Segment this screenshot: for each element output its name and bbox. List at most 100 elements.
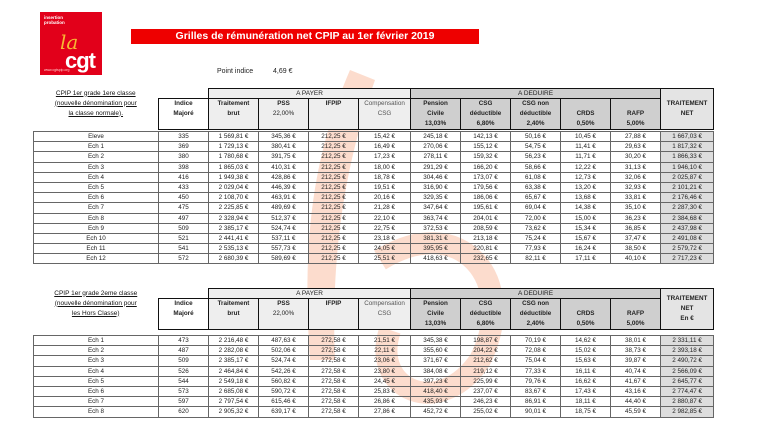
table-row: Ech 5 433 2 029,04 €446,39 €212,25 €19,51 … <box>33 181 715 194</box>
cell-pss: 524,74 € <box>258 355 309 367</box>
header-ifpip-line: IFPIP <box>325 100 342 107</box>
group-a-payer: A PAYER <box>207 88 412 99</box>
cell-comp: 23,06 € <box>357 355 412 367</box>
header-csgnd: CSG non déductible 2,40% <box>510 98 562 130</box>
header-indice-line: Indice <box>174 100 193 107</box>
cell-brut: 2 328,94 € <box>208 212 259 224</box>
cell-indice: 541 <box>158 243 209 255</box>
cell-indice: 380 <box>158 151 209 163</box>
header-net-line: TRAITEMENT <box>666 295 708 302</box>
cell-brut: 1 569,81 € <box>208 130 259 143</box>
header-pension-line: Civile <box>427 310 444 317</box>
row-label: Ech 7 <box>33 202 159 214</box>
cell-csg: 213,18 € <box>460 232 512 245</box>
cell-crds: 17,43 € <box>560 385 612 398</box>
cell-net: 1 667,03 € <box>660 130 715 143</box>
cell-crds: 10,45 € <box>560 130 612 143</box>
cell-csg: 212,62 € <box>460 355 512 367</box>
cell-brut: 2 385,17 € <box>208 222 259 234</box>
cell-brut: 2 108,70 € <box>208 192 259 204</box>
header-brut-line: brut <box>227 310 240 317</box>
row-label: Ech 4 <box>33 365 159 377</box>
header-crds: CRDS 0,50% <box>560 98 612 130</box>
grade-label: CPIP 1er grade 2eme classe (nouvelle déno… <box>34 289 159 330</box>
row-label: Ech 10 <box>33 232 159 245</box>
cell-comp: 25,83 € <box>357 385 412 398</box>
cell-net: 2 566,09 € <box>660 365 715 377</box>
cell-pension: 278,11 € <box>410 151 462 163</box>
header-csgnd-line: 2,40% <box>526 320 545 327</box>
grade-label-line: (nouvelle dénomination pour <box>54 299 137 307</box>
header-pss: PSS 22,00% <box>258 98 309 130</box>
row-label: Ech 5 <box>33 181 159 194</box>
cell-net: 2 490,72 € <box>660 355 715 367</box>
cell-rafp: 32,06 € <box>610 171 662 183</box>
cell-pss: 502,06 € <box>258 345 309 357</box>
cell-comp: 25,51 € <box>357 253 412 265</box>
cell-ifpip: 212,25 € <box>308 192 359 204</box>
table2-grid: CPIP 1er grade 2eme classe (nouvelle déno… <box>33 288 715 418</box>
cell-comp: 22,75 € <box>357 222 412 234</box>
cell-ifpip: 272,58 € <box>308 355 359 367</box>
cell-csgnd: 86,91 € <box>510 396 562 408</box>
cell-csg: 142,13 € <box>460 130 512 143</box>
group-a-deduire: A DEDUIRE <box>410 288 662 299</box>
header-csg-line: CSG <box>478 300 493 307</box>
table-row: Ech 12 572 2 680,39 €589,69 €212,25 €25,51… <box>33 253 715 265</box>
table1-grid: CPIP 1er grade 1ere classe (nouvelle déno… <box>33 88 715 265</box>
cell-rafp: 44,40 € <box>610 396 662 408</box>
row-label: Ech 8 <box>33 406 159 418</box>
cell-pension: 316,90 € <box>410 181 462 194</box>
cell-brut: 1 780,68 € <box>208 151 259 163</box>
point-indice-label: Point indice <box>217 68 254 75</box>
header-comp-line: CSG <box>377 310 392 317</box>
table-row: Ech 3 509 2 385,17 €524,74 €272,58 €23,06 … <box>33 355 715 367</box>
cell-pss: 410,31 € <box>258 161 309 173</box>
cell-ifpip: 272,58 € <box>308 375 359 387</box>
cell-net: 2 331,11 € <box>660 334 715 347</box>
header-pension: Pension Civile 13,03% <box>410 298 462 330</box>
row-label: Ech 1 <box>33 334 159 347</box>
header-indice: Indice Majoré <box>158 298 209 330</box>
header-net-line: En € <box>680 315 694 322</box>
header-pension-line: 13,03% <box>424 320 447 327</box>
cell-ifpip: 212,25 € <box>308 161 359 173</box>
cell-csgnd: 69,04 € <box>510 202 562 214</box>
cell-rafp: 36,23 € <box>610 212 662 224</box>
cell-csgnd: 56,23 € <box>510 151 562 163</box>
cell-pss: 560,82 € <box>258 375 309 387</box>
cell-ifpip: 212,25 € <box>308 243 359 255</box>
header-crds-line: CRDS <box>576 310 595 317</box>
row-label: Ech 4 <box>33 171 159 183</box>
cell-rafp: 38,73 € <box>610 345 662 357</box>
cell-rafp: 43,16 € <box>610 385 662 398</box>
header-rafp: RAFP 5,00% <box>610 98 662 130</box>
cell-pss: 489,69 € <box>258 202 309 214</box>
cell-csg: 159,32 € <box>460 151 512 163</box>
cell-rafp: 36,85 € <box>610 222 662 234</box>
header-csgnd-line: CSG non <box>522 300 550 307</box>
cell-ifpip: 272,58 € <box>308 396 359 408</box>
cell-csg: 246,23 € <box>460 396 512 408</box>
cell-net: 2 101,21 € <box>660 181 715 194</box>
cell-pss: 542,26 € <box>258 365 309 377</box>
cell-csgnd: 83,67 € <box>510 385 562 398</box>
cell-brut: 2 905,32 € <box>208 406 259 418</box>
cell-crds: 13,20 € <box>560 181 612 194</box>
cell-ifpip: 212,25 € <box>308 151 359 163</box>
row-label: Ech 3 <box>33 161 159 173</box>
cell-net: 2 982,85 € <box>660 406 715 418</box>
cell-crds: 18,75 € <box>560 406 612 418</box>
cell-pss: 537,11 € <box>258 232 309 245</box>
header-rafp-line: 5,00% <box>626 120 645 127</box>
cell-csgnd: 50,16 € <box>510 130 562 143</box>
table-row: Ech 7 597 2 797,54 €615,46 €272,58 €26,86 … <box>33 396 715 408</box>
cell-crds: 18,11 € <box>560 396 612 408</box>
cell-csg: 237,07 € <box>460 385 512 398</box>
cell-rafp: 27,88 € <box>610 130 662 143</box>
header-pss-line: 22,00% <box>272 310 295 317</box>
cell-crds: 17,11 € <box>560 253 612 265</box>
header-crds: CRDS 0,50% <box>560 298 612 330</box>
cell-csgnd: 72,08 € <box>510 345 562 357</box>
cell-csg: 208,59 € <box>460 222 512 234</box>
